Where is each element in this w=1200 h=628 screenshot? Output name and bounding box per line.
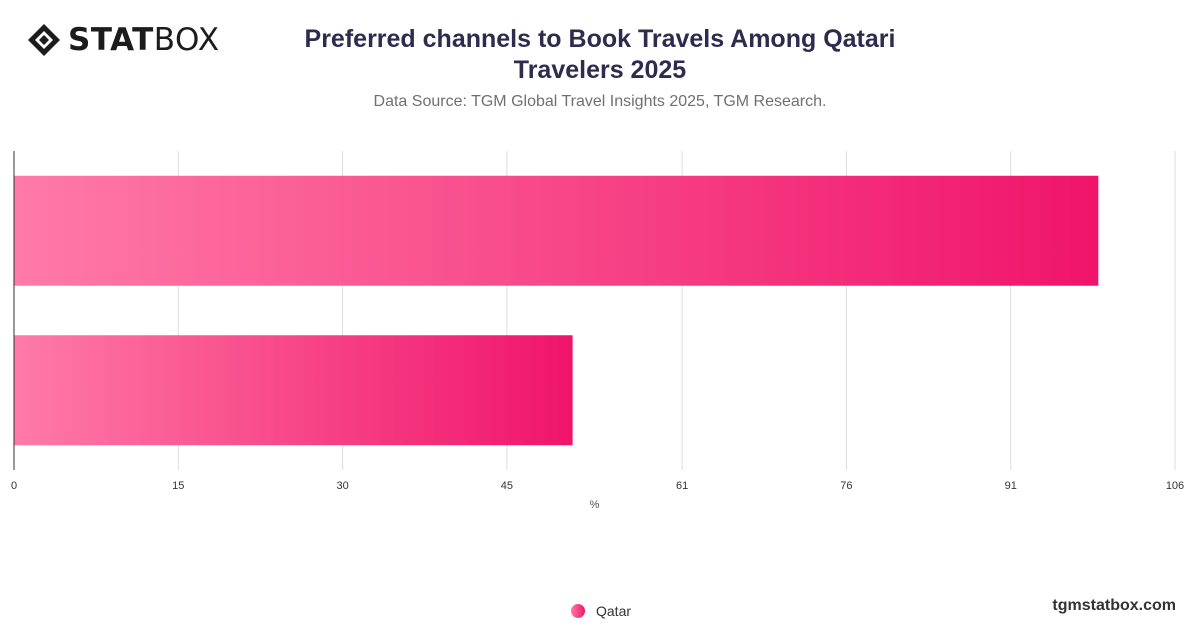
logo-wordmark: STATBOX [68,22,220,58]
statbox-logo[interactable]: STATBOX [26,22,220,58]
chart-title: Preferred channels to Book Travels Among… [300,24,900,86]
x-tick-label: 15 [172,480,184,492]
logo-wordmark-bold: STAT [68,22,154,58]
x-axis-title: % [590,499,600,511]
bars [14,175,1099,446]
legend[interactable]: Qatar [571,602,631,620]
x-tick-label: 106 [1166,480,1184,492]
x-tick-label: 0 [11,480,17,492]
chart-title-line-2: Travelers 2025 [513,56,687,84]
legend-label: Qatar [596,603,632,619]
bar[interactable] [14,175,1099,286]
chart-title-line-1: Preferred channels to Book Travels Among… [304,25,896,53]
bar[interactable] [14,335,573,446]
x-tick-label: 91 [1005,480,1017,492]
statbox-diamond-icon [28,24,60,56]
legend-swatch [571,604,585,618]
x-tick-labels: 0 15 30 45 61 76 91 106 [11,480,1184,492]
x-tick-label: 61 [676,480,688,492]
chart-subtitle: Data Source: TGM Global Travel Insights … [373,93,827,110]
site-url[interactable]: tgmstatbox.com [1052,597,1176,614]
x-tick-label: 30 [336,480,348,492]
logo-wordmark-light: BOX [153,22,220,58]
x-tick-label: 45 [501,480,513,492]
x-tick-label: 76 [840,480,852,492]
